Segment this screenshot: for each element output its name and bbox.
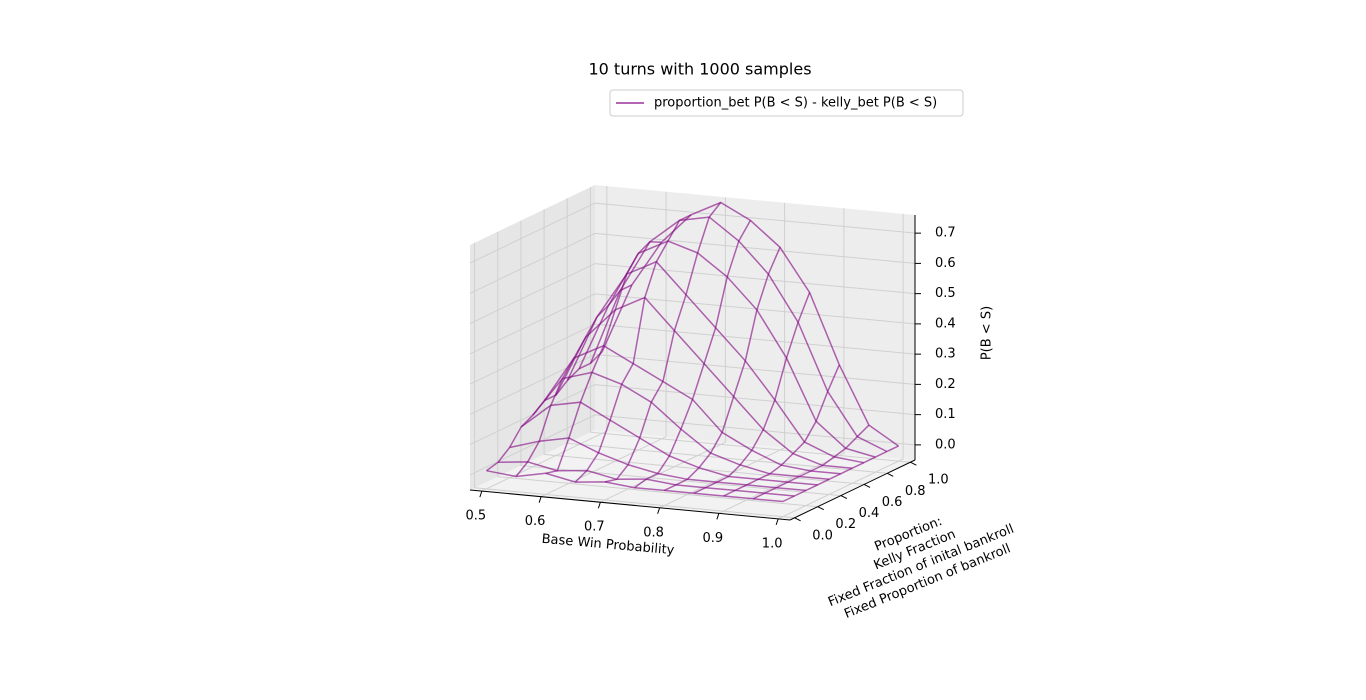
y-tick: [910, 461, 917, 466]
x-tick: [657, 507, 661, 514]
z-tick-label: 0.5: [935, 286, 956, 301]
y-tick-label: 0.0: [812, 528, 833, 543]
x-tick-label: 0.7: [584, 520, 605, 535]
left-pane: [470, 185, 595, 490]
y-tick-label: 0.8: [905, 484, 926, 499]
grid-line: [469, 263, 916, 325]
grid-line: [469, 323, 916, 385]
z-tick-label: 0.4: [935, 316, 956, 331]
y-tick: [863, 483, 871, 488]
x-tick: [775, 518, 779, 526]
grid-line: [469, 293, 916, 355]
legend: proportion_bet P(B < S) - kelly_bet P(B …: [609, 89, 964, 117]
wire-column: [752, 424, 870, 500]
wireframe: [486, 201, 899, 503]
wire-column: [604, 202, 722, 483]
grid-line: [469, 232, 916, 294]
y-axis: [789, 459, 916, 521]
legend-label: proportion_bet P(B < S) - kelly_bet P(B …: [654, 96, 937, 111]
y-tick: [817, 506, 825, 511]
x-tick: [597, 502, 601, 509]
y-tick: [886, 472, 894, 477]
wire-column: [693, 292, 811, 494]
grid-line: [777, 213, 904, 520]
wire-column: [515, 284, 633, 477]
x-axis: [469, 489, 791, 521]
wire-column: [545, 241, 662, 475]
x-tick-label: 0.5: [466, 509, 487, 524]
z-tick-label: 0.3: [935, 347, 956, 362]
wire-column: [663, 247, 781, 492]
y-tick: [840, 495, 848, 500]
z-tick-label: 0.7: [935, 226, 956, 241]
grid-line: [589, 187, 911, 463]
x-tick-label: 1.0: [762, 536, 783, 551]
wire-column: [634, 220, 752, 489]
y-tick-label: 1.0: [928, 473, 949, 488]
x-tick-label: 0.9: [703, 531, 724, 546]
grid-line: [474, 242, 795, 519]
grid-line: [469, 202, 916, 264]
x-tick-label: 0.6: [525, 514, 546, 529]
x-tick: [716, 513, 720, 520]
wire-column: [723, 364, 840, 497]
grid-line: [543, 209, 865, 485]
y-tick-label: 0.4: [859, 506, 880, 521]
grid-line: [520, 220, 841, 497]
x-tick: [538, 496, 542, 503]
x-tick-label: 0.8: [643, 525, 664, 540]
chart-title: 10 turns with 1000 samples: [588, 60, 811, 79]
back-pane: [595, 185, 915, 460]
z-tick-label: 0.0: [935, 437, 956, 452]
z-tick-label: 0.2: [935, 377, 956, 392]
legend-frame: [609, 89, 964, 117]
z-tick-label: 0.6: [935, 256, 956, 271]
z-axis-label: P(B < S): [980, 306, 995, 360]
y-tick-label: 0.6: [882, 495, 903, 510]
grid-line: [497, 231, 818, 508]
z-tick-label: 0.1: [935, 407, 956, 422]
wire-column: [486, 351, 603, 472]
wire-column: [574, 214, 692, 483]
y-tick: [794, 517, 801, 522]
wire-column: [782, 445, 899, 503]
x-tick: [479, 490, 483, 498]
y-tick-label: 0.2: [835, 517, 856, 532]
